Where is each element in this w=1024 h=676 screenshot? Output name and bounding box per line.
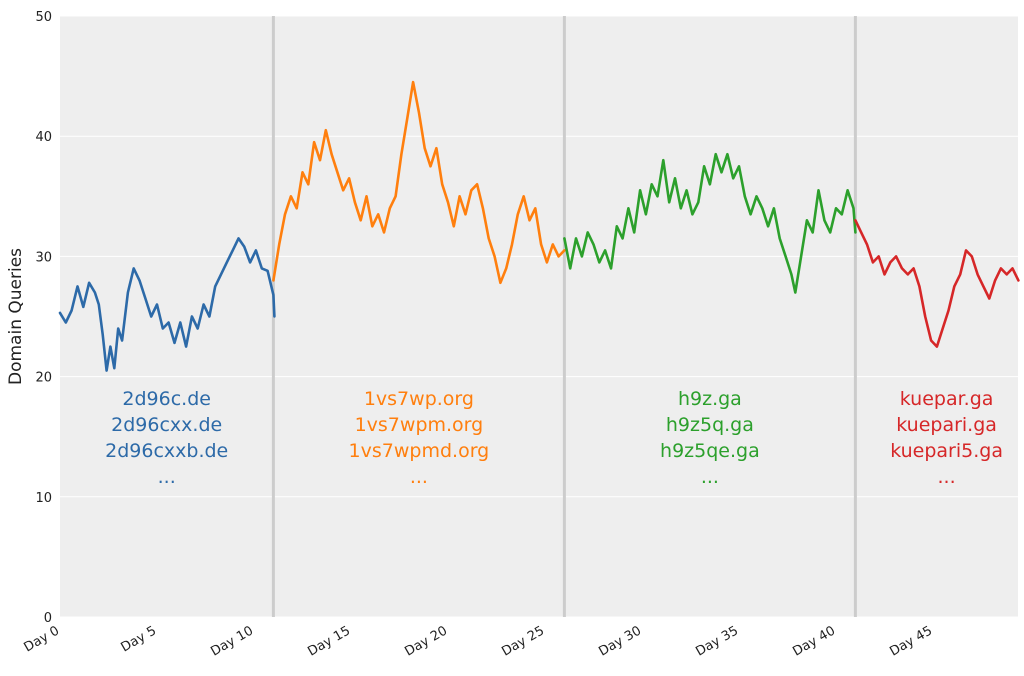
y-tick-label: 0	[44, 611, 52, 626]
x-tick-label: Day 0	[22, 623, 62, 655]
x-tick-label: Day 5	[119, 623, 159, 655]
y-tick-label: 30	[35, 250, 52, 265]
series-line	[563, 152, 857, 294]
grid-lines	[60, 15, 1018, 618]
plot-background	[60, 16, 1018, 617]
domain-label: h9z5q.ga	[666, 414, 754, 436]
y-axis-label: Domain Queries	[6, 248, 26, 385]
series-lines	[58, 80, 1020, 372]
x-axis-ticks: Day 0 Day 5 Day 10 Day 15 Day 20 Day 25 Day 30…	[22, 623, 935, 659]
x-tick-label: Day 45	[887, 623, 935, 659]
domain-label: kuepari.ga	[896, 414, 997, 436]
y-tick-label: 20	[35, 371, 52, 386]
series-line	[272, 80, 566, 285]
x-tick-label: Day 40	[790, 623, 838, 659]
domain-label: ...	[701, 466, 719, 488]
domain-label: ...	[410, 466, 428, 488]
domain-label: kuepar.ga	[900, 388, 994, 410]
x-tick-label: Day 10	[208, 623, 256, 659]
domain-label: h9z.ga	[678, 388, 742, 410]
x-tick-label: Day 30	[596, 623, 644, 659]
y-tick-label: 40	[35, 130, 52, 145]
domain-label: kuepari5.ga	[890, 440, 1003, 462]
domain-label: 1vs7wp.org	[364, 388, 474, 410]
y-axis-ticks: 0 10 20 30 40 50	[35, 10, 52, 626]
domain-label: 1vs7wpm.org	[355, 414, 484, 436]
series-line	[854, 219, 1020, 348]
y-tick-label: 10	[35, 491, 52, 506]
x-tick-label: Day 35	[693, 623, 741, 659]
domain-label: ...	[938, 466, 956, 488]
domain-label: ...	[158, 466, 176, 488]
domain-label: h9z5qe.ga	[660, 440, 760, 462]
y-tick-label: 50	[35, 10, 52, 25]
domain-label: 2d96cxxb.de	[105, 440, 228, 462]
x-tick-label: Day 25	[499, 623, 547, 659]
domain-label: 2d96c.de	[122, 388, 211, 410]
x-tick-label: Day 20	[402, 623, 450, 659]
domain-annotations: 2d96c.de 2d96cxx.de 2d96cxxb.de... 1vs7wp.o…	[105, 388, 1003, 488]
domain-label: 1vs7wpmd.org	[349, 440, 490, 462]
x-tick-label: Day 15	[305, 623, 353, 659]
series-line	[58, 237, 276, 372]
domain-label: 2d96cxx.de	[111, 414, 222, 436]
